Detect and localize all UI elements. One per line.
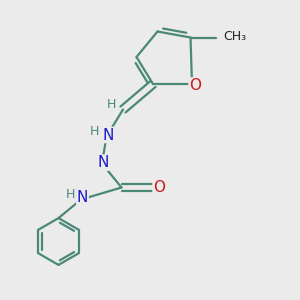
Text: N: N (98, 155, 109, 170)
Text: H: H (65, 188, 75, 201)
Text: H: H (90, 124, 99, 138)
Text: O: O (153, 180, 165, 195)
Text: O: O (189, 78, 201, 93)
Text: N: N (102, 128, 114, 142)
Text: H: H (107, 98, 116, 112)
Text: CH₃: CH₃ (224, 29, 247, 43)
Text: N: N (77, 190, 88, 206)
